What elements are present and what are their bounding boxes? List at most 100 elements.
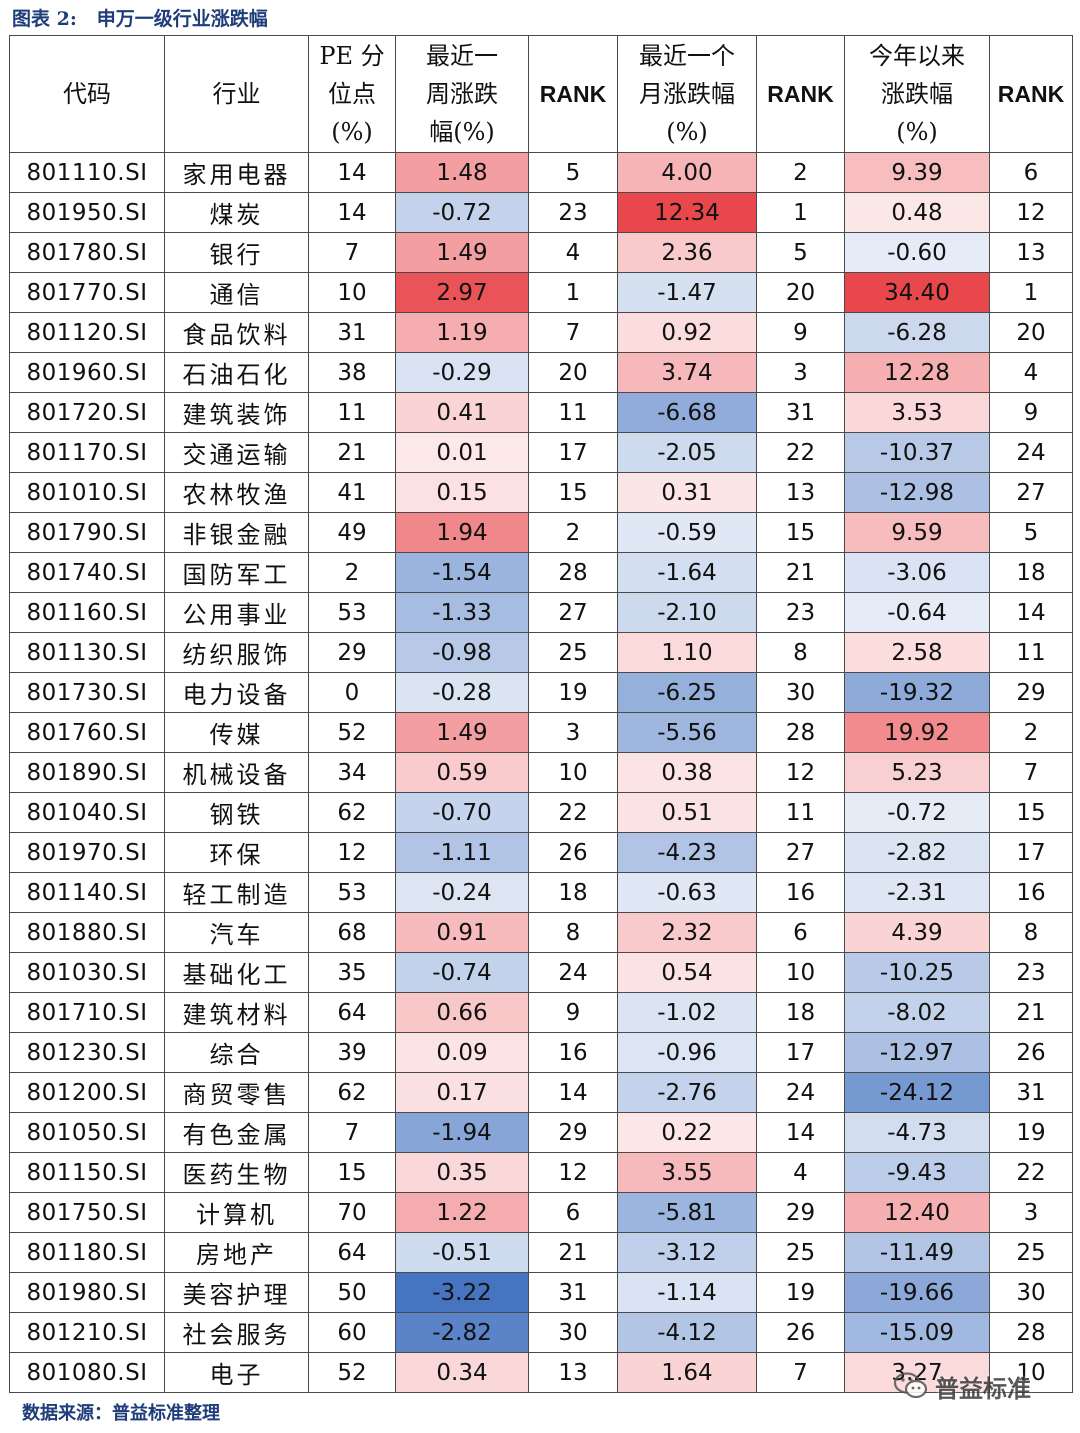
ytd-rank-cell: 26 <box>989 1032 1073 1073</box>
table-row: 801880.SI 汽车 68 0.91 8 2.32 6 4.39 8 <box>9 912 1073 953</box>
month-rank-cell: 10 <box>756 952 845 993</box>
pe-percentile-cell: 10 <box>308 272 396 313</box>
week-rank-cell: 26 <box>528 832 618 873</box>
code-cell: 801230.SI <box>9 1032 165 1073</box>
code-cell: 801710.SI <box>9 992 165 1033</box>
column-header-line: 最近一 <box>426 42 498 70</box>
month-change-cell: -5.56 <box>617 712 757 753</box>
column-header: 代码 <box>9 35 165 153</box>
month-change-cell: -1.14 <box>617 1272 757 1313</box>
industry-cell: 建筑材料 <box>164 992 309 1033</box>
industry-cell: 电力设备 <box>164 672 309 713</box>
week-change-cell: -0.51 <box>395 1232 529 1273</box>
week-rank-cell: 21 <box>528 1232 618 1273</box>
month-change-cell: -2.10 <box>617 592 757 633</box>
month-change-cell: -1.47 <box>617 272 757 313</box>
ytd-change-cell: -3.06 <box>844 552 990 593</box>
table-row: 801780.SI 银行 7 1.49 4 2.36 5 -0.60 13 <box>9 232 1073 273</box>
month-rank-cell: 13 <box>756 472 845 513</box>
month-rank-cell: 29 <box>756 1192 845 1233</box>
week-change-cell: 1.49 <box>395 232 529 273</box>
code-cell: 801130.SI <box>9 632 165 673</box>
ytd-rank-cell: 22 <box>989 1152 1073 1193</box>
month-change-cell: -6.68 <box>617 392 757 433</box>
week-change-cell: 2.97 <box>395 272 529 313</box>
table-row: 801950.SI 煤炭 14 -0.72 23 12.34 1 0.48 12 <box>9 192 1073 233</box>
pe-percentile-cell: 64 <box>308 1232 396 1273</box>
industry-cell: 银行 <box>164 232 309 273</box>
ytd-rank-cell: 31 <box>989 1072 1073 1113</box>
week-change-cell: 0.66 <box>395 992 529 1033</box>
month-change-cell: 3.55 <box>617 1152 757 1193</box>
ytd-change-cell: -0.60 <box>844 232 990 273</box>
week-change-cell: -1.11 <box>395 832 529 873</box>
ytd-change-cell: -12.98 <box>844 472 990 513</box>
table-caption: 图表 2: 申万一级行业涨跌幅 <box>12 4 268 34</box>
month-change-cell: -1.64 <box>617 552 757 593</box>
month-change-cell: 0.38 <box>617 752 757 793</box>
month-change-cell: 1.10 <box>617 632 757 673</box>
ytd-rank-cell: 24 <box>989 432 1073 473</box>
column-header-line: 代码 <box>63 80 111 108</box>
ytd-rank-cell: 25 <box>989 1232 1073 1273</box>
ytd-rank-cell: 28 <box>989 1312 1073 1353</box>
pe-percentile-cell: 34 <box>308 752 396 793</box>
month-rank-cell: 22 <box>756 432 845 473</box>
column-header-line: 今年以来 <box>869 42 965 70</box>
month-rank-cell: 16 <box>756 872 845 913</box>
industry-cell: 交通运输 <box>164 432 309 473</box>
code-cell: 801200.SI <box>9 1072 165 1113</box>
industry-cell: 农林牧渔 <box>164 472 309 513</box>
table-row: 801730.SI 电力设备 0 -0.28 19 -6.25 30 -19.32 29 <box>9 672 1073 713</box>
month-change-cell: -5.81 <box>617 1192 757 1233</box>
month-rank-cell: 6 <box>756 912 845 953</box>
ytd-change-cell: 34.40 <box>844 272 990 313</box>
industry-cell: 家用电器 <box>164 152 309 193</box>
ytd-change-cell: -12.97 <box>844 1032 990 1073</box>
watermark: 普益标准 <box>893 1368 1031 1404</box>
week-rank-cell: 14 <box>528 1072 618 1113</box>
month-change-cell: 0.31 <box>617 472 757 513</box>
week-rank-cell: 27 <box>528 592 618 633</box>
ytd-change-cell: -9.43 <box>844 1152 990 1193</box>
code-cell: 801730.SI <box>9 672 165 713</box>
ytd-change-cell: 12.40 <box>844 1192 990 1233</box>
month-change-cell: -2.76 <box>617 1072 757 1113</box>
pe-percentile-cell: 7 <box>308 232 396 273</box>
month-rank-cell: 2 <box>756 152 845 193</box>
industry-cell: 环保 <box>164 832 309 873</box>
column-header: RANK <box>756 35 845 153</box>
week-rank-cell: 13 <box>528 1352 618 1393</box>
industry-cell: 非银金融 <box>164 512 309 553</box>
week-change-cell: -3.22 <box>395 1272 529 1313</box>
pe-percentile-cell: 14 <box>308 192 396 233</box>
week-change-cell: -0.24 <box>395 872 529 913</box>
week-change-cell: 1.48 <box>395 152 529 193</box>
week-change-cell: 0.35 <box>395 1152 529 1193</box>
week-change-cell: 0.09 <box>395 1032 529 1073</box>
ytd-rank-cell: 6 <box>989 152 1073 193</box>
column-header: RANK <box>989 35 1073 153</box>
pe-percentile-cell: 35 <box>308 952 396 993</box>
month-change-cell: 2.32 <box>617 912 757 953</box>
week-change-cell: -2.82 <box>395 1312 529 1353</box>
week-rank-cell: 31 <box>528 1272 618 1313</box>
ytd-rank-cell: 16 <box>989 872 1073 913</box>
column-header-line: 月涨跌幅 <box>639 80 735 108</box>
industry-cell: 通信 <box>164 272 309 313</box>
table-row: 801030.SI 基础化工 35 -0.74 24 0.54 10 -10.25 23 <box>9 952 1073 993</box>
ytd-rank-cell: 4 <box>989 352 1073 393</box>
pe-percentile-cell: 39 <box>308 1032 396 1073</box>
week-change-cell: -0.28 <box>395 672 529 713</box>
industry-cell: 美容护理 <box>164 1272 309 1313</box>
industry-cell: 传媒 <box>164 712 309 753</box>
table-row: 801960.SI 石油石化 38 -0.29 20 3.74 3 12.28 4 <box>9 352 1073 393</box>
code-cell: 801180.SI <box>9 1232 165 1273</box>
code-cell: 801040.SI <box>9 792 165 833</box>
week-change-cell: 0.01 <box>395 432 529 473</box>
ytd-rank-cell: 23 <box>989 952 1073 993</box>
ytd-change-cell: -10.25 <box>844 952 990 993</box>
month-rank-cell: 11 <box>756 792 845 833</box>
pe-percentile-cell: 0 <box>308 672 396 713</box>
industry-cell: 石油石化 <box>164 352 309 393</box>
